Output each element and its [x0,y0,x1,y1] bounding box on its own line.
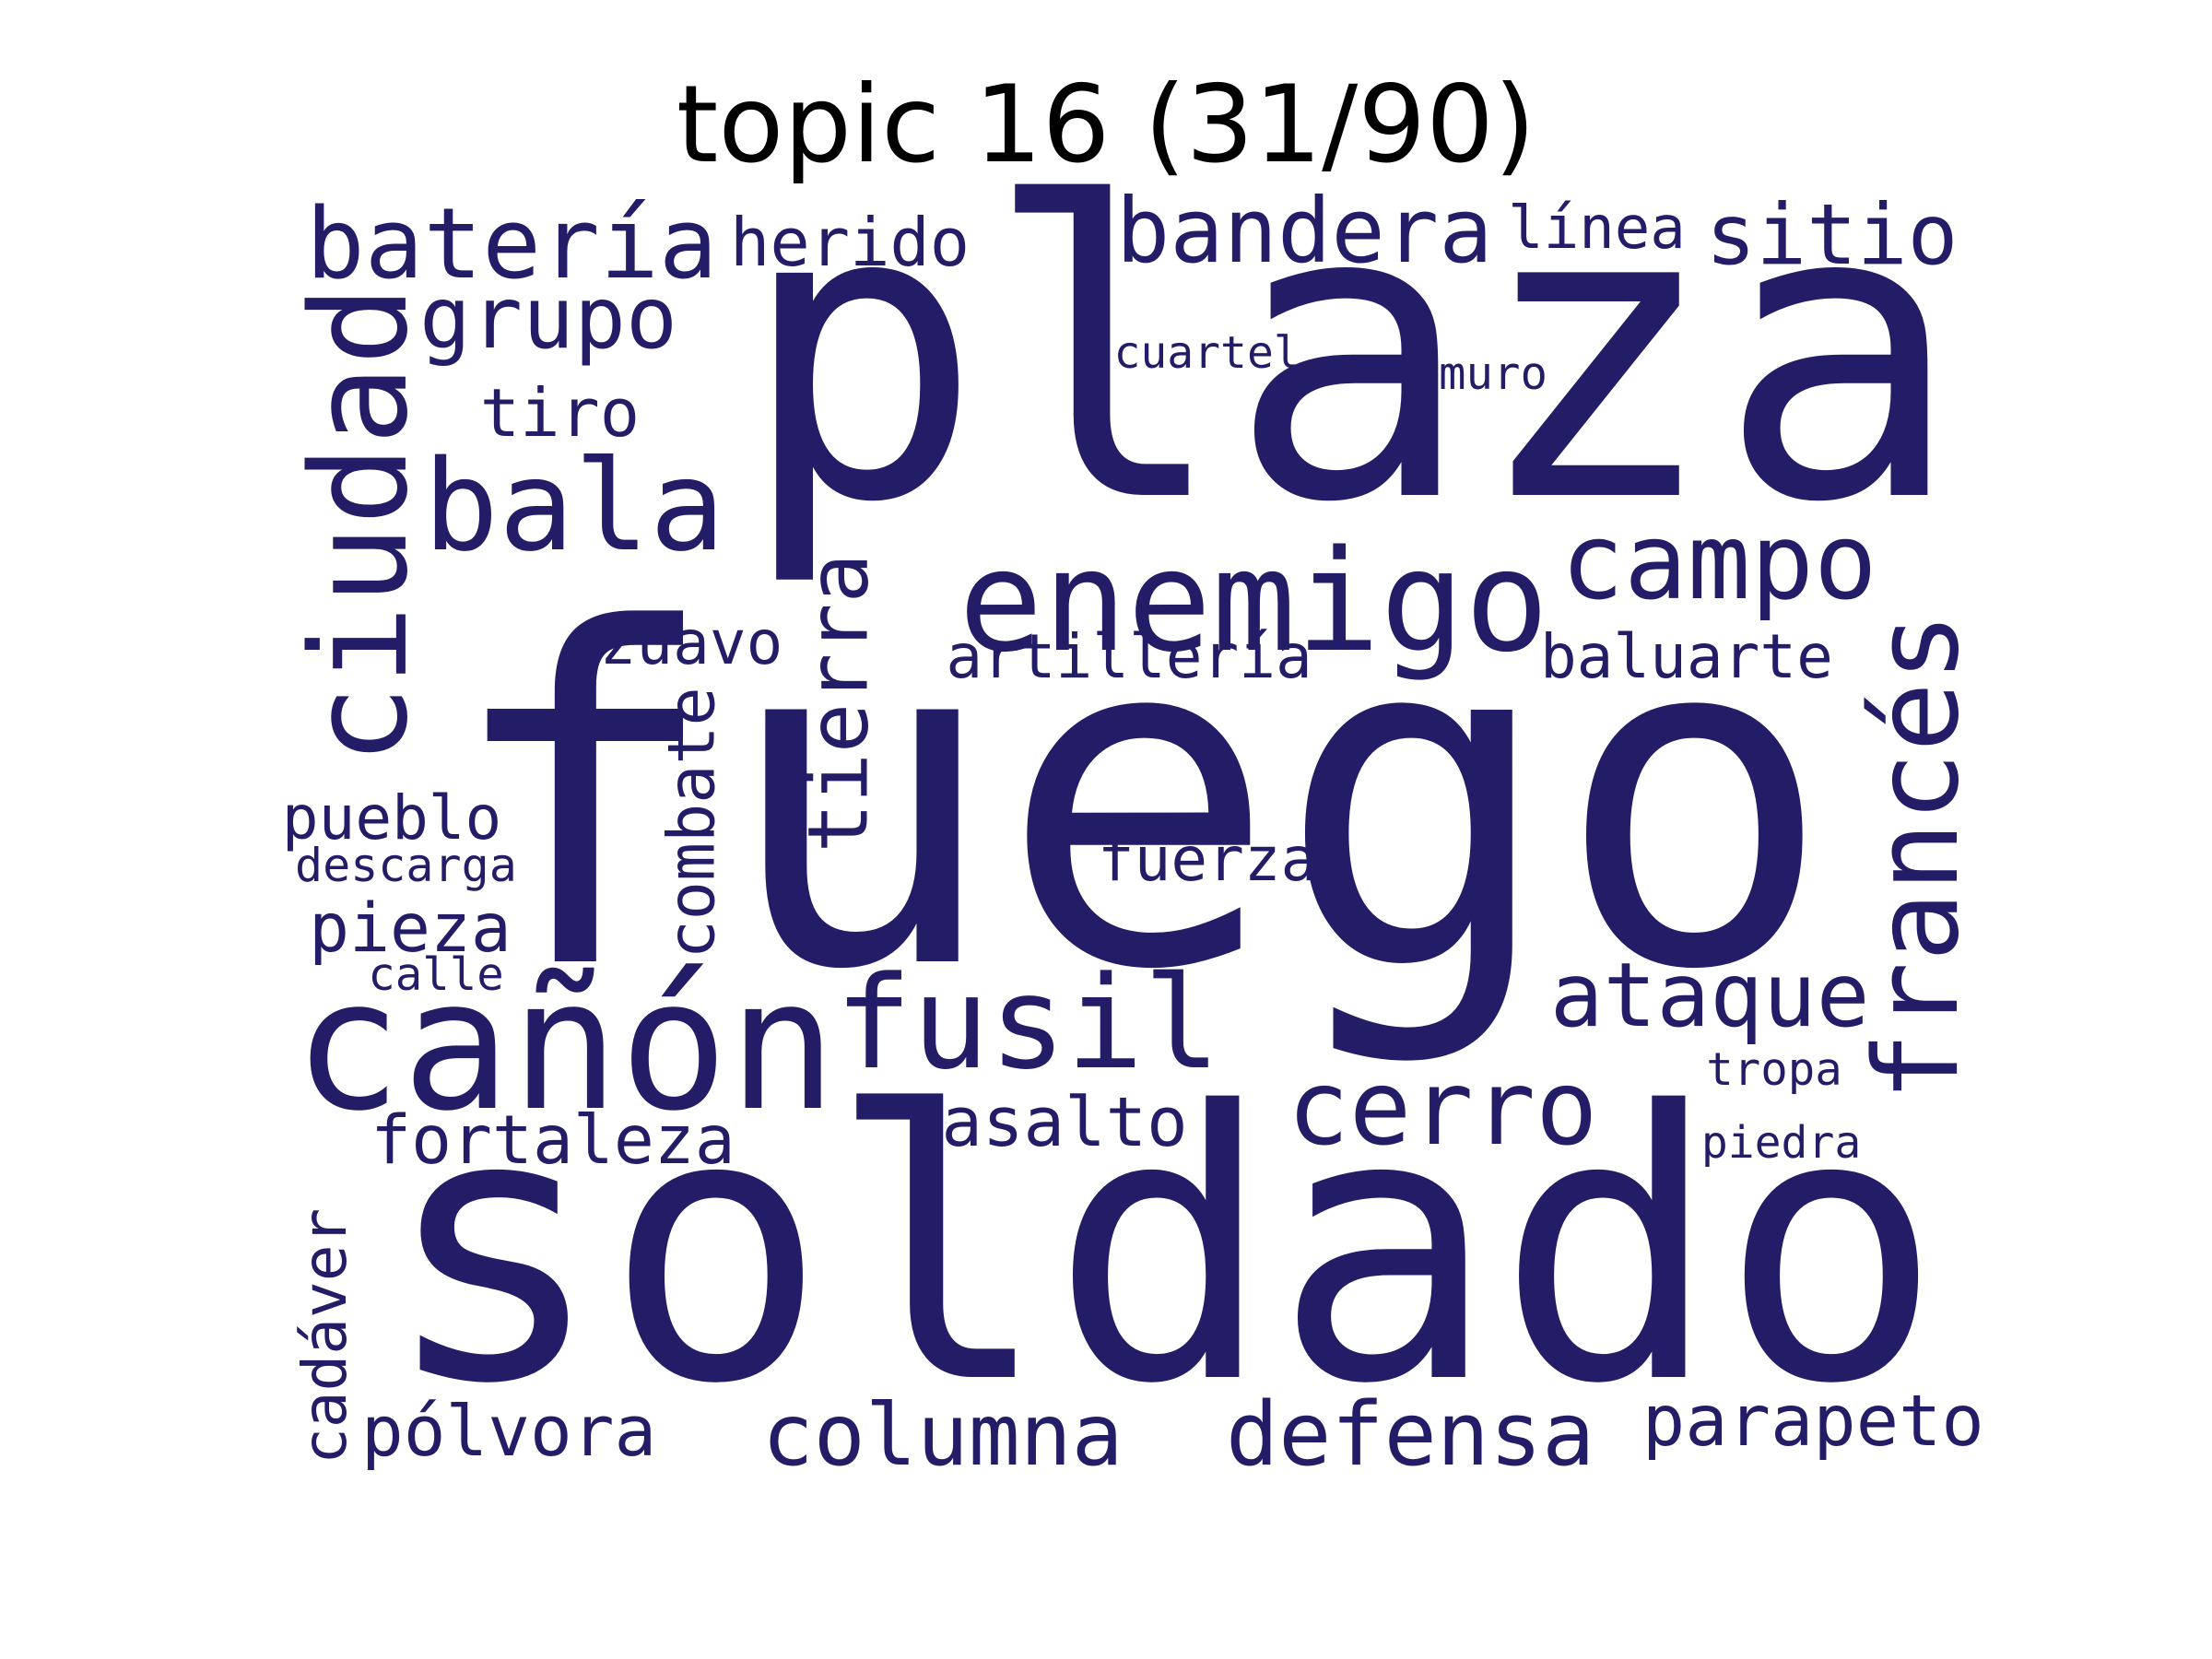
cloud-word: tropa [1706,1042,1842,1096]
cloud-word: zuavo [599,606,783,678]
cloud-word: soldado [381,1033,1943,1465]
cloud-word: asalto [941,1082,1188,1162]
cloud-word: pólvora [361,1389,657,1472]
cloud-word: línea [1508,194,1686,263]
cloud-word: cadáver [288,1207,360,1465]
cloud-word: bala [423,434,725,580]
cloud-word: cañón [293,941,838,1151]
cloud-word: muro [1438,347,1547,400]
cloud-word: columna [761,1385,1124,1485]
cloud-word: plaza [738,118,1962,592]
cloud-word: grupo [419,267,677,368]
cloud-word: tierra [789,552,887,853]
cloud-word: combate [653,686,729,959]
cloud-word: fortaleza [371,1101,735,1180]
cloud-word: campo [1560,500,1877,623]
cloud-word: fusil [834,947,1221,1098]
cloud-word: cuartel [1113,327,1300,379]
cloud-word: pueblo [281,782,502,853]
cloud-word: ciudad [281,285,437,765]
cloud-word: francés [1848,612,1984,1102]
cloud-word: cerro [1287,1048,1598,1169]
cloud-word: tiro [479,373,641,452]
cloud-word: piedra [1700,1117,1862,1169]
cloud-title: topic 16 (31/90) [676,63,1536,187]
cloud-word: sitio [1705,186,1959,284]
cloud-word: batería [305,187,718,300]
cloud-word: fuego [442,533,1834,1071]
cloud-word: parapeto [1641,1381,1984,1463]
cloud-word: ataque [1549,944,1870,1047]
cloud-word: descarga [295,839,517,892]
cloud-word: defensa [1226,1384,1595,1486]
cloud-word: baluarte [1539,620,1833,692]
cloud-word: artillería [946,620,1312,692]
cloud-word: pieza [309,889,512,968]
cloud-word: fuerza [1097,823,1318,895]
cloud-word: calle [368,948,504,1001]
cloud-word: herido [730,203,971,281]
cloud-word: enemigo [959,519,1549,683]
cloud-word: bandera [1115,178,1493,283]
